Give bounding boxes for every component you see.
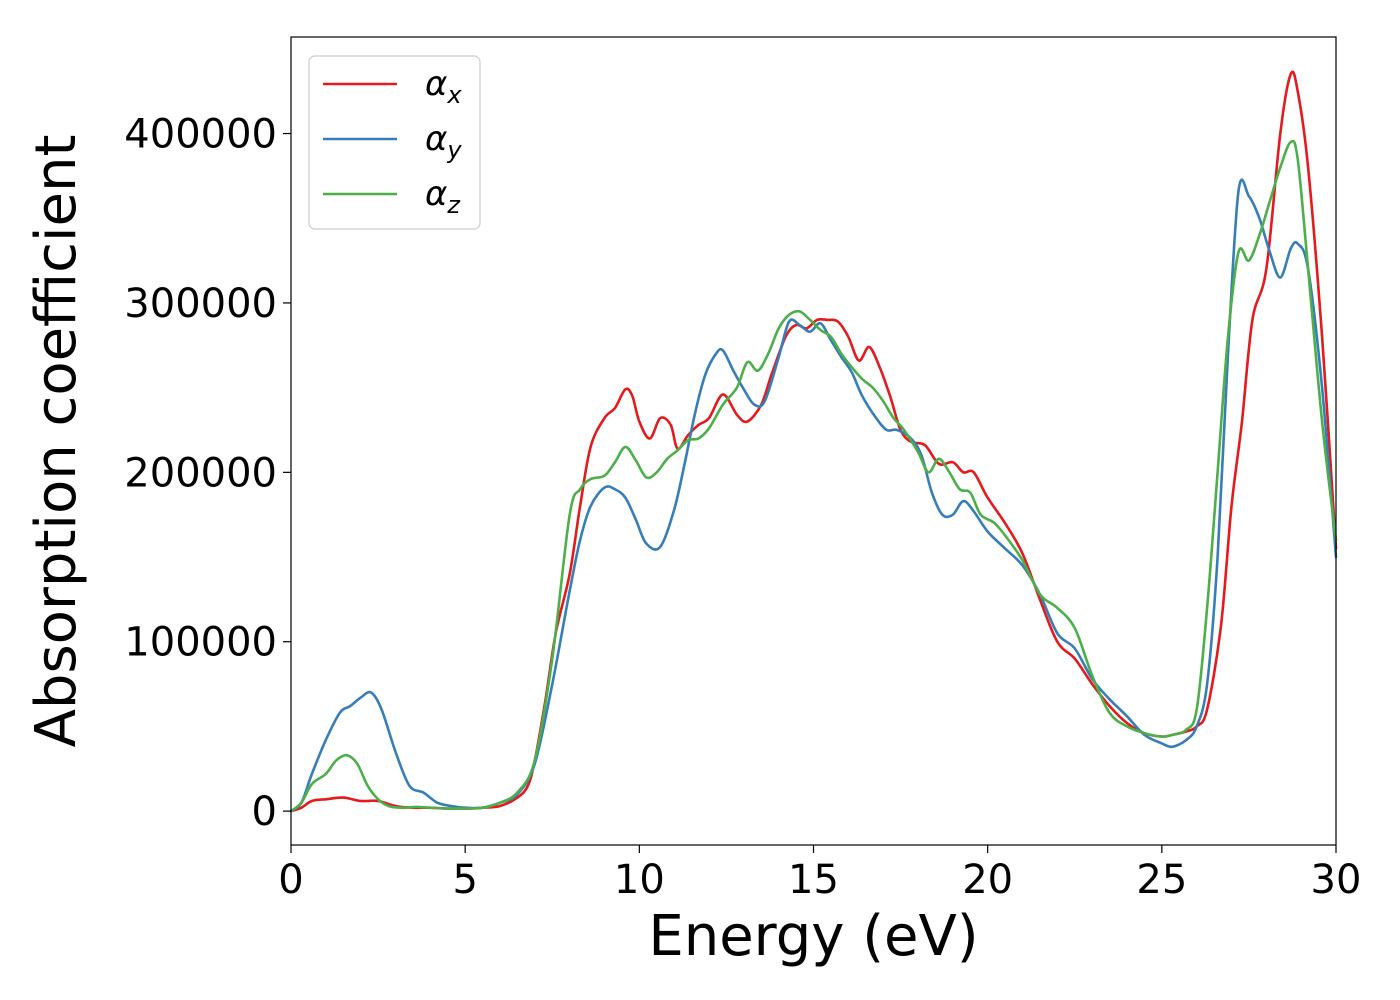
y-tick-label: 100000 <box>124 620 277 666</box>
y-tick-label: 200000 <box>124 450 277 496</box>
legend-box <box>308 55 481 230</box>
y-axis-ticks: 0 100000 200000 300000 400000 <box>124 112 291 835</box>
x-tick-label: 30 <box>1311 857 1362 903</box>
x-tick-label: 0 <box>278 857 303 903</box>
x-tick-label: 25 <box>1136 857 1187 903</box>
legend: αx αy αz <box>308 55 481 230</box>
legend-label-x: αx <box>425 64 462 109</box>
x-tick-label: 10 <box>614 857 665 903</box>
x-axis-label: Energy (eV) <box>648 904 978 969</box>
y-axis-label: Absorption coefficient <box>24 135 89 748</box>
series-line-x <box>289 70 1338 813</box>
legend-label-z: αz <box>425 174 461 219</box>
series-layer <box>289 70 1338 813</box>
x-tick-label: 20 <box>962 857 1013 903</box>
x-tick-label: 5 <box>452 857 477 903</box>
series-line-z <box>289 139 1338 813</box>
y-tick-label: 400000 <box>124 112 277 158</box>
y-tick-label: 0 <box>252 789 277 835</box>
x-tick-label: 15 <box>788 857 839 903</box>
x-axis-ticks: 0 5 10 15 20 25 30 <box>278 845 1361 903</box>
legend-label-y: αy <box>425 119 462 164</box>
y-tick-label: 300000 <box>124 281 277 327</box>
